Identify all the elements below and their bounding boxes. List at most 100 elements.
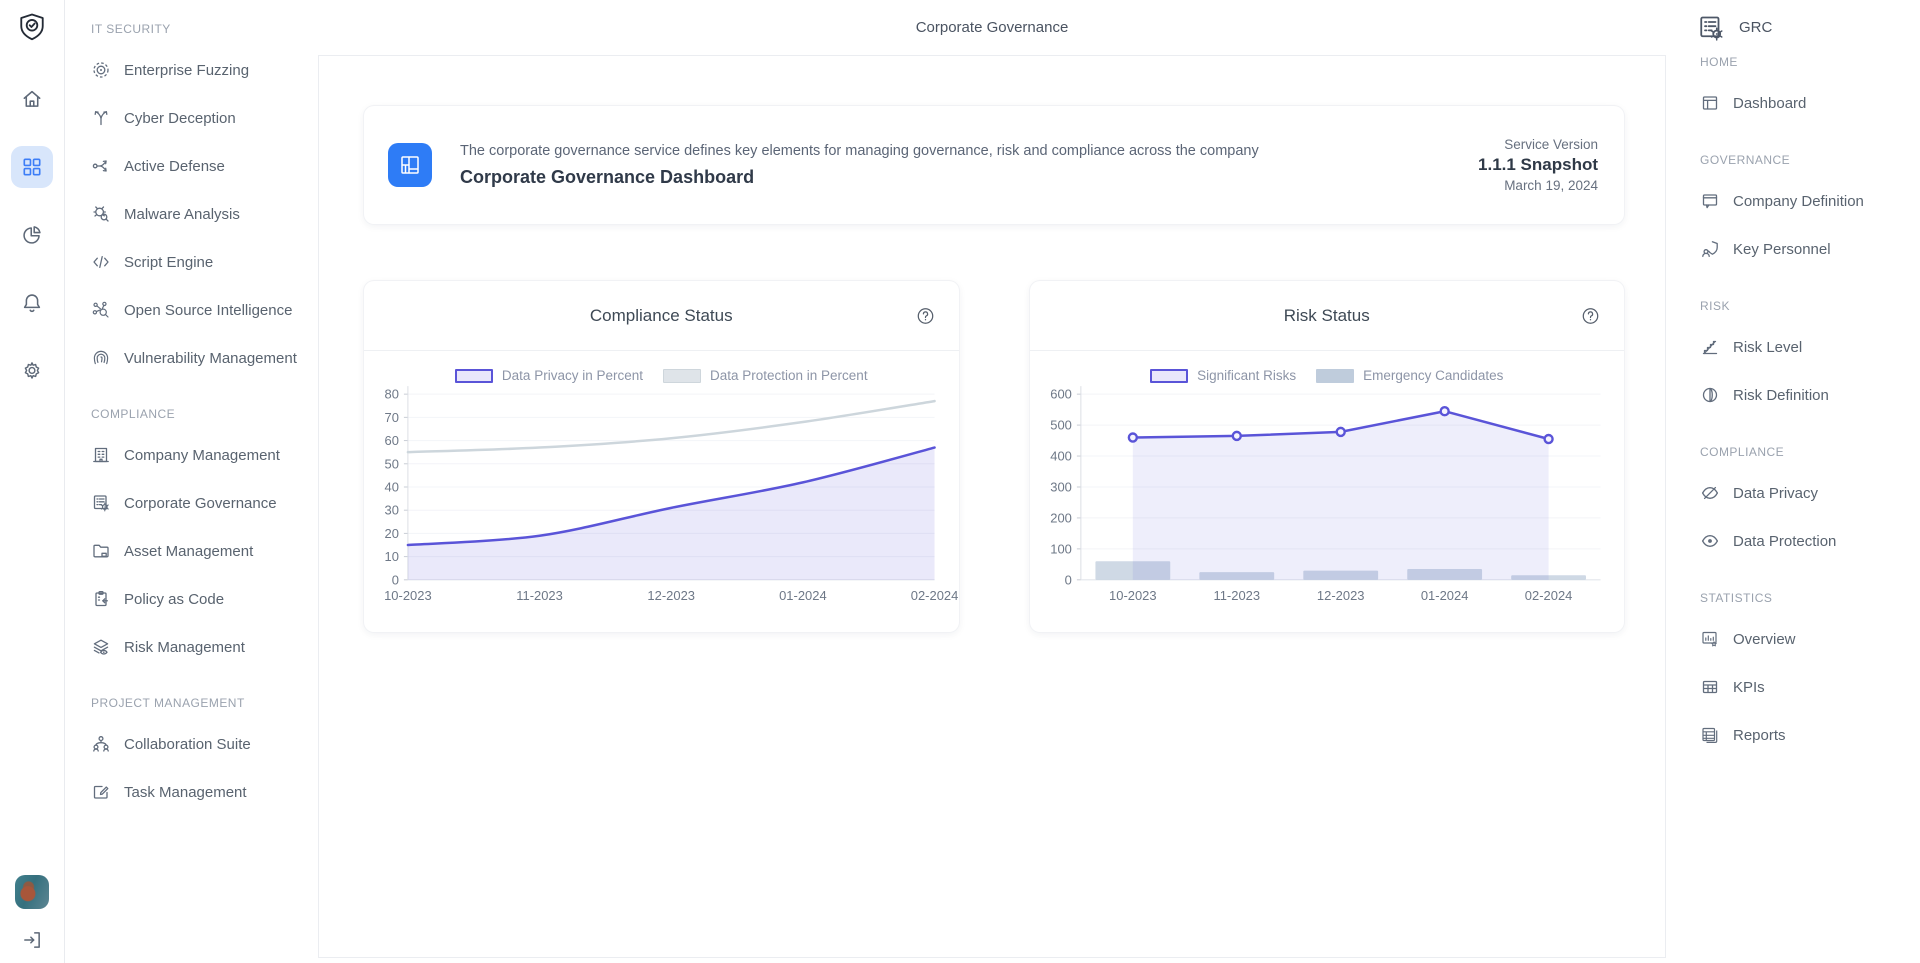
split-circle-icon <box>1700 385 1720 405</box>
sidebar-item-malware-analysis[interactable]: Malware Analysis <box>87 190 308 238</box>
legend-item[interactable]: Significant Risks <box>1150 368 1296 383</box>
eye-icon <box>1700 531 1720 551</box>
grid-icon[interactable] <box>11 146 53 188</box>
left-sidebar: IT SECURITY Enterprise Fuzzing Cyber Dec… <box>65 0 318 963</box>
sidebar-item-label: Dashboard <box>1733 94 1807 112</box>
gear-icon[interactable] <box>11 350 53 392</box>
svg-text:0: 0 <box>392 572 399 587</box>
table-icon <box>1700 677 1720 697</box>
sidebar-item-task-management[interactable]: Task Management <box>87 768 308 816</box>
folder-icon <box>91 541 111 561</box>
sidebar-item-label: Reports <box>1733 726 1786 744</box>
sidebar-item-collaboration-suite[interactable]: Collaboration Suite <box>87 720 308 768</box>
svg-text:200: 200 <box>1050 510 1072 525</box>
sidebar-item-label: Risk Management <box>124 638 245 656</box>
edit-board-icon <box>91 782 111 802</box>
svg-text:80: 80 <box>384 387 398 402</box>
sidebar-item-data-protection[interactable]: Data Protection <box>1696 517 1910 565</box>
bell-icon[interactable] <box>11 282 53 324</box>
legend-item[interactable]: Data Privacy in Percent <box>454 368 643 383</box>
main-area: Corporate Governance The corporate gover… <box>318 0 1666 963</box>
sidebar-item-policy-as-code[interactable]: Policy as Code <box>87 575 308 623</box>
section-title: IT SECURITY <box>91 22 171 36</box>
service-version-label: Service Version <box>1504 137 1598 152</box>
sidebar-item-company-management[interactable]: Company Management <box>87 431 308 479</box>
help-icon[interactable] <box>916 306 935 325</box>
logout-icon[interactable] <box>21 929 43 951</box>
pie-chart-icon[interactable] <box>11 214 53 256</box>
dashboard-tiles-icon <box>388 143 432 187</box>
sidebar-item-risk-definition[interactable]: Risk Definition <box>1696 371 1910 419</box>
svg-text:01-2024: 01-2024 <box>1420 588 1468 603</box>
legend-label: Emergency Candidates <box>1363 368 1504 383</box>
home-icon[interactable] <box>11 78 53 120</box>
sidebar-item-reports[interactable]: Reports <box>1696 711 1910 759</box>
section-governance: GOVERNANCE Company Definition Key Person… <box>1696 153 1910 273</box>
list-gear-icon <box>91 493 111 513</box>
svg-text:30: 30 <box>384 503 398 518</box>
report-stack-icon <box>1700 725 1720 745</box>
layout-icon <box>1700 93 1720 113</box>
sidebar-item-cyber-deception[interactable]: Cyber Deception <box>87 94 308 142</box>
svg-text:10-2023: 10-2023 <box>384 588 432 603</box>
service-header-text: The corporate governance service defines… <box>460 143 1259 188</box>
sidebar-item-label: Key Personnel <box>1733 240 1831 258</box>
icon-rail <box>0 0 65 963</box>
sidebar-item-key-personnel[interactable]: Key Personnel <box>1696 225 1910 273</box>
sidebar-item-vulnerability-management[interactable]: Vulnerability Management <box>87 334 308 382</box>
grc-header: GRC <box>1696 0 1910 55</box>
sidebar-item-corporate-governance[interactable]: Corporate Governance <box>87 479 308 527</box>
sidebar-item-script-engine[interactable]: Script Engine <box>87 238 308 286</box>
sidebar-item-label: Vulnerability Management <box>124 349 297 367</box>
svg-text:400: 400 <box>1050 449 1072 464</box>
section-title: RISK <box>1700 299 1730 313</box>
sidebar-item-label: Collaboration Suite <box>124 735 251 753</box>
right-sidebar: GRC HOME Dashboard GOVERNANCE Company De… <box>1666 0 1920 963</box>
sidebar-item-overview[interactable]: Overview <box>1696 615 1910 663</box>
section-statistics: STATISTICS Overview KPIs <box>1696 591 1910 759</box>
section-title: COMPLIANCE <box>1700 445 1785 459</box>
svg-text:40: 40 <box>384 479 398 494</box>
service-description: The corporate governance service defines… <box>460 142 1259 159</box>
legend-label: Significant Risks <box>1197 368 1297 383</box>
svg-text:10-2023: 10-2023 <box>1109 588 1157 603</box>
legend-item[interactable]: Emergency Candidates <box>1316 368 1503 383</box>
sidebar-item-company-definition[interactable]: Company Definition <box>1696 177 1910 225</box>
avatar[interactable] <box>15 875 49 909</box>
svg-text:20: 20 <box>384 526 398 541</box>
sidebar-item-label: Data Privacy <box>1733 484 1819 502</box>
sidebar-item-open-source-intelligence[interactable]: Open Source Intelligence <box>87 286 308 334</box>
sidebar-item-risk-management[interactable]: Risk Management <box>87 623 308 671</box>
sidebar-item-label: Task Management <box>124 783 247 801</box>
legend-label: Data Privacy in Percent <box>501 368 643 383</box>
svg-text:100: 100 <box>1050 541 1072 556</box>
code-icon <box>91 252 111 272</box>
sidebar-item-kpis[interactable]: KPIs <box>1696 663 1910 711</box>
section-it-security: IT SECURITY Enterprise Fuzzing Cyber Dec… <box>87 22 308 382</box>
section-compliance: COMPLIANCE Company Management <box>87 407 308 671</box>
sidebar-item-enterprise-fuzzing[interactable]: Enterprise Fuzzing <box>87 46 308 94</box>
sidebar-item-risk-level[interactable]: Risk Level <box>1696 323 1910 371</box>
legend-swatch <box>1316 368 1355 383</box>
legend-item[interactable]: Data Protection in Percent <box>662 368 868 383</box>
risk-status-card: Risk Status Significant Risks Emergency C… <box>1029 281 1624 632</box>
svg-text:02-2024: 02-2024 <box>1524 588 1572 603</box>
risk-status-chart: 0 100 200 300 400 500 600 10-2023 11-2023 12-2023… <box>1050 386 1601 603</box>
bug-search-icon <box>91 204 111 224</box>
svg-text:11-2023: 11-2023 <box>1213 588 1260 603</box>
shield-check-icon <box>17 12 47 42</box>
section-title: COMPLIANCE <box>91 407 176 421</box>
section-project-management: PROJECT MANAGEMENT Collaboration Suite <box>87 696 308 816</box>
help-icon[interactable] <box>1581 306 1600 325</box>
sidebar-item-label: Overview <box>1733 630 1796 648</box>
sidebar-item-dashboard[interactable]: Dashboard <box>1696 79 1910 127</box>
sidebar-item-label: Malware Analysis <box>124 205 240 223</box>
service-version-value: 1.1.1 Snapshot <box>1478 155 1598 174</box>
sidebar-item-active-defense[interactable]: Active Defense <box>87 142 308 190</box>
sidebar-item-asset-management[interactable]: Asset Management <box>87 527 308 575</box>
sidebar-item-data-privacy[interactable]: Data Privacy <box>1696 469 1910 517</box>
chart-title: Risk Status <box>1283 305 1370 325</box>
compliance-status-card: Compliance Status Data Privacy in Percen… <box>364 281 959 632</box>
list-gear-icon <box>1696 13 1726 43</box>
